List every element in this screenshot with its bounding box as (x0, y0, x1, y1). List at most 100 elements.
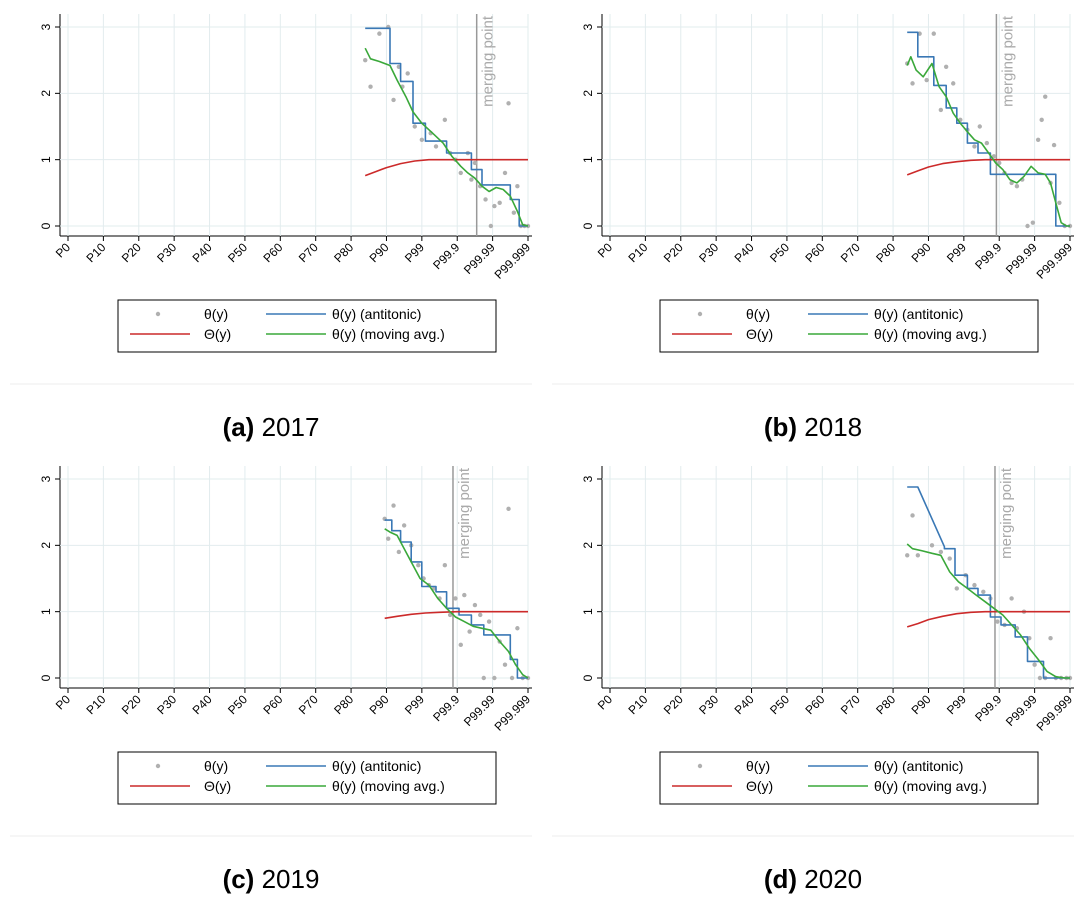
scatter-point (977, 124, 982, 129)
legend-label: θ(y) (204, 306, 228, 322)
scatter-point (386, 536, 391, 541)
y-tick-label: 2 (581, 542, 595, 549)
x-tick-label: P99 (944, 692, 969, 717)
merging-point-label: merging point (456, 467, 473, 559)
chart-caption: (c) 2019 (0, 864, 542, 895)
chart-caption: (a) 2017 (0, 412, 542, 443)
x-tick-label: P0 (53, 240, 74, 261)
scatter-point (486, 619, 492, 624)
x-tick-label: P60 (260, 240, 285, 265)
y-tick-label: 0 (581, 222, 595, 229)
scatter-point (391, 503, 396, 508)
y-tick-label: 2 (39, 90, 53, 97)
x-tick-label: P30 (696, 692, 721, 717)
x-tick-label: P40 (732, 240, 757, 265)
x-tick-label: P99.9 (430, 692, 462, 724)
chart-panel-a: 0 1 2 3 P0 P10 P20 P30 P40 P50 P60 P70 P80 P90 P99 P99.… (0, 0, 542, 452)
x-tick-label: P30 (154, 692, 179, 717)
legend-label: θ(y) (moving avg.) (874, 778, 987, 794)
y-tick-label: 0 (39, 222, 53, 229)
scatter-point (938, 549, 944, 555)
x-tick-label: P99.9 (430, 240, 462, 272)
x-tick-label: P10 (84, 240, 109, 265)
merging-point-label: merging point (480, 15, 497, 107)
y-tick-label: 2 (581, 90, 595, 97)
scatter-point (458, 170, 463, 176)
series-line-antitonic (365, 27, 528, 227)
scatter-point (910, 81, 915, 86)
x-tick-label: P80 (331, 240, 356, 265)
scatter-point (363, 57, 368, 63)
scatter-point (442, 117, 448, 123)
chart-caption: (d) 2020 (542, 864, 1084, 895)
scatter-point (947, 556, 952, 561)
scatter-point (483, 197, 488, 202)
y-tick-label: 3 (581, 23, 595, 30)
scatter-point (1032, 662, 1037, 667)
caption-letter: (c) (222, 864, 255, 894)
legend-marker (697, 763, 703, 769)
caption-year: 2019 (261, 864, 320, 894)
caption-letter: (d) (763, 864, 798, 894)
scatter-point (972, 144, 977, 149)
legend-marker (155, 763, 161, 769)
y-tick-label: 1 (581, 608, 595, 615)
scatter-point (497, 200, 502, 205)
x-tick-label: P99.999 (1034, 240, 1076, 282)
scatter-point (954, 586, 959, 591)
series-line-antitonic (907, 486, 1070, 679)
scatter-point (462, 592, 467, 598)
x-tick-label: P50 (767, 692, 792, 717)
series-line-theta-cap (364, 158, 528, 177)
scatter-point (458, 642, 463, 648)
x-tick-label: P99 (402, 240, 427, 265)
x-tick-label: P99.9 (972, 692, 1004, 724)
y-tick-label: 3 (581, 475, 595, 482)
scatter-point (401, 523, 407, 528)
scatter-point (472, 160, 478, 166)
scatter-point (377, 31, 382, 36)
legend-label: Θ(y) (204, 778, 231, 794)
x-tick-label: P10 (626, 240, 651, 265)
legend-label: θ(y) (204, 758, 228, 774)
legend-label: θ(y) (moving avg.) (874, 326, 987, 342)
caption-letter: (a) (222, 412, 255, 442)
chart-caption: (b) 2018 (542, 412, 1084, 443)
scatter-point (478, 612, 483, 618)
y-tick-label: 1 (39, 608, 53, 615)
legend-label: θ(y) (antitonic) (332, 306, 421, 322)
x-tick-label: P90 (367, 692, 392, 717)
scatter-point (467, 629, 472, 634)
scatter-point (472, 602, 478, 608)
x-tick-label: P99.999 (492, 240, 534, 282)
caption-year: 2017 (261, 412, 320, 442)
x-tick-label: P20 (661, 692, 686, 717)
scatter-point (1057, 200, 1062, 205)
series-line-antitonic (384, 519, 528, 679)
series-line-moving-avg (384, 528, 529, 679)
scatter-point (931, 31, 936, 36)
chart-panel-c: 0 1 2 3 P0 P10 P20 P30 P40 P50 P60 P70 P80 P90 P99 P99.… (0, 452, 542, 904)
x-tick-label: P30 (696, 240, 721, 265)
scatter-point (1039, 117, 1044, 123)
y-tick-label: 0 (581, 674, 595, 681)
scatter-point (1048, 636, 1053, 641)
x-tick-label: P60 (802, 240, 827, 265)
scatter-point (951, 81, 956, 86)
scatter-point (1009, 596, 1014, 601)
x-tick-label: P40 (732, 692, 757, 717)
scatter-point (515, 626, 520, 631)
x-tick-label: P20 (661, 240, 686, 265)
legend-box (659, 751, 1039, 805)
x-tick-label: P90 (909, 240, 934, 265)
series-line-moving-avg (364, 47, 529, 227)
legend-label: Θ(y) (746, 326, 773, 342)
y-tick-label: 2 (39, 542, 53, 549)
scatter-point (481, 675, 486, 681)
x-tick-label: P50 (225, 240, 250, 265)
scatter-point (943, 64, 949, 70)
scatter-point (469, 177, 474, 182)
